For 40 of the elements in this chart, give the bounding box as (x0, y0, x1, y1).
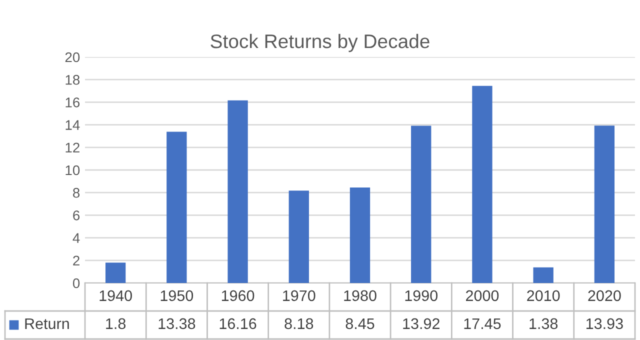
y-tick-label: 6 (73, 210, 80, 220)
y-tick-label: 20 (65, 52, 80, 62)
data-label: 13.92 (403, 318, 440, 330)
x-tick-label: 1940 (100, 290, 132, 302)
x-tick-label: 2020 (588, 290, 621, 302)
data-label: 13.93 (586, 318, 623, 330)
y-tick-label: 10 (66, 165, 80, 176)
bar (350, 188, 370, 283)
x-tick-label: 1990 (405, 290, 438, 302)
data-label: 16.16 (220, 318, 256, 330)
x-tick-label: 1970 (283, 290, 316, 302)
y-tick-label: 2 (73, 256, 80, 266)
bar (472, 86, 492, 283)
y-tick-label: 18 (66, 74, 80, 85)
x-tick-label: 2000 (466, 290, 499, 302)
bar (166, 132, 187, 283)
x-tick-label: 1960 (222, 290, 254, 302)
y-tick-label: 4 (72, 233, 80, 243)
bar (228, 100, 248, 283)
data-label: 17.45 (464, 318, 501, 330)
chart-title: Stock Returns by Decade (210, 34, 430, 52)
data-label: 1.8 (106, 318, 126, 330)
data-label: 8.45 (346, 318, 374, 330)
y-tick-label: 8 (73, 188, 80, 198)
bar (533, 267, 554, 283)
x-tick-label: 2010 (527, 290, 560, 302)
x-tick-label: 1980 (344, 290, 376, 302)
bar (105, 262, 126, 283)
bar (288, 190, 309, 283)
y-tick-label: 14 (66, 120, 80, 130)
y-tick-label: 16 (66, 98, 80, 108)
bar (594, 126, 615, 283)
x-tick-label: 1950 (160, 290, 194, 302)
data-label: 8.18 (284, 318, 314, 330)
data-label: 13.38 (158, 318, 196, 330)
y-tick-label: 0 (72, 278, 80, 288)
legend-label: Return (25, 318, 69, 330)
y-tick-label: 12 (66, 142, 80, 152)
bar (411, 126, 432, 283)
data-label: 1.38 (530, 318, 558, 330)
